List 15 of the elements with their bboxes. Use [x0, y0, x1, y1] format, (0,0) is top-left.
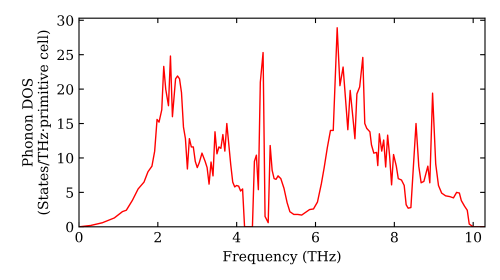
- y-tick-label: 15: [58, 118, 74, 130]
- y-tick-label: 0: [66, 222, 74, 232]
- x-tick-label: 10: [466, 232, 482, 242]
- y-tick-label: 25: [57, 50, 74, 60]
- x-tick-label: 6: [312, 232, 320, 242]
- x-tick-label: 8: [390, 232, 398, 242]
- x-tick-label: 4: [232, 232, 240, 242]
- y-axis-title: Phonon DOS (States/THz·primitive cell): [22, 30, 51, 214]
- y-tick-label: 5: [66, 188, 74, 198]
- y-tick-label: 20: [57, 84, 74, 95]
- x-tick-label: 2: [154, 232, 161, 242]
- y-tick-label: 10: [58, 152, 74, 164]
- y-tick-label: 30: [58, 15, 74, 26]
- x-axis-title: Frequency (THz): [223, 250, 340, 264]
- x-tick-label: 0: [75, 232, 82, 242]
